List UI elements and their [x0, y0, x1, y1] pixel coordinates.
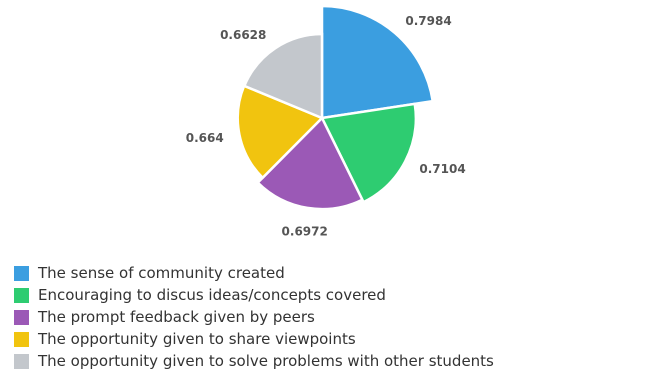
legend-item[interactable]: Encouraging to discus ideas/concepts cov… — [14, 284, 494, 306]
legend-swatch — [14, 353, 29, 369]
pie-slice[interactable] — [320, 4, 435, 120]
legend-swatch — [14, 287, 29, 303]
slice-value-label: 0.7984 — [405, 14, 451, 28]
slice-value-label: 0.6972 — [282, 225, 328, 239]
pie-slice[interactable] — [320, 102, 418, 204]
legend-swatch — [14, 331, 29, 347]
pie-plot-area: 0.7984 0.7104 0.6972 0.664 0.6628 — [186, 4, 466, 239]
legend-item[interactable]: The opportunity given to solve problems … — [14, 350, 494, 372]
chart-legend: The sense of community created Encouragi… — [14, 262, 494, 372]
legend-swatch — [14, 265, 29, 281]
legend-label: The prompt feedback given by peers — [38, 308, 315, 326]
slice-value-label: 0.6628 — [220, 28, 266, 42]
pie-slice[interactable] — [256, 115, 364, 211]
pie-slice[interactable] — [242, 32, 324, 120]
legend-item[interactable]: The prompt feedback given by peers — [14, 306, 494, 328]
legend-label: The opportunity given to share viewpoint… — [38, 330, 356, 348]
legend-swatch — [14, 309, 29, 325]
slice-value-label: 0.7104 — [419, 162, 465, 176]
legend-label: The opportunity given to solve problems … — [38, 352, 494, 370]
slice-value-label: 0.664 — [186, 131, 224, 145]
legend-label: Encouraging to discus ideas/concepts cov… — [38, 286, 386, 304]
legend-item[interactable]: The sense of community created — [14, 262, 494, 284]
legend-item[interactable]: The opportunity given to share viewpoint… — [14, 328, 494, 350]
legend-label: The sense of community created — [38, 264, 285, 282]
pie-slice[interactable] — [236, 84, 325, 180]
